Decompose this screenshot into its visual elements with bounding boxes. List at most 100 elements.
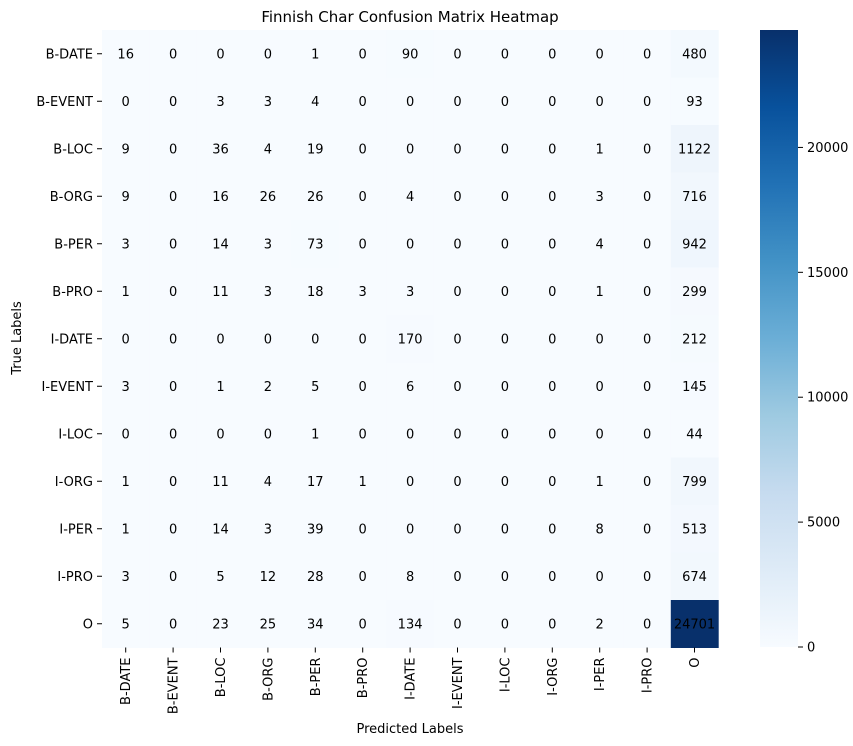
heatmap-cell bbox=[291, 552, 340, 601]
heatmap-cell-label: 134 bbox=[398, 617, 423, 632]
x-axis: B-DATE B-EVENT B-LOC B-ORG B-PER B-PRO I-DATE I… bbox=[119, 647, 703, 714]
heatmap-cell-label: 25 bbox=[260, 617, 277, 632]
heatmap-cell-label: 0 bbox=[501, 617, 509, 632]
heatmap-cell bbox=[149, 220, 198, 268]
heatmap-cell bbox=[244, 600, 293, 648]
heatmap-cell-label: 0 bbox=[453, 285, 461, 300]
heatmap-cell-label: 11 bbox=[212, 285, 229, 300]
heatmap-cell-label: 0 bbox=[501, 285, 509, 300]
heatmap-cell-label: 0 bbox=[596, 332, 604, 347]
heatmap-cell bbox=[481, 267, 530, 316]
heatmap-cell-label: 0 bbox=[596, 47, 604, 62]
y-tick-label: I-ORG bbox=[55, 475, 93, 490]
heatmap-cell bbox=[623, 220, 672, 268]
heatmap-cell bbox=[339, 552, 387, 601]
heatmap-cell bbox=[149, 172, 198, 221]
heatmap-cell-label: 5 bbox=[311, 380, 319, 395]
heatmap-cell-label: 0 bbox=[501, 47, 509, 62]
heatmap-cell-label: 0 bbox=[643, 95, 651, 110]
heatmap-cell-label: 0 bbox=[169, 190, 177, 205]
heatmap-cell bbox=[149, 30, 198, 78]
colorbar-gradient bbox=[760, 30, 798, 647]
heatmap-cell bbox=[291, 267, 340, 316]
heatmap-cell-label: 212 bbox=[682, 332, 707, 347]
heatmap-cell-label: 8 bbox=[406, 570, 414, 585]
heatmap-cell bbox=[576, 315, 624, 363]
heatmap-cell-label: 0 bbox=[453, 47, 461, 62]
heatmap-cell-label: 0 bbox=[501, 380, 509, 395]
heatmap-cell bbox=[149, 410, 198, 458]
heatmap-cell-label: 0 bbox=[264, 47, 272, 62]
heatmap-cell bbox=[433, 30, 482, 78]
heatmap-cell-label: 299 bbox=[682, 285, 707, 300]
heatmap-cell bbox=[528, 552, 577, 601]
heatmap-cell-label: 5 bbox=[216, 570, 224, 585]
heatmap-cell-label: 23 bbox=[212, 617, 229, 632]
heatmap-cell-label: 0 bbox=[453, 237, 461, 252]
x-tick-label: B-ORG bbox=[261, 658, 276, 701]
heatmap-cell-label: 0 bbox=[122, 427, 130, 442]
heatmap-cell-label: 4 bbox=[264, 142, 272, 157]
heatmap-cell bbox=[244, 267, 293, 316]
heatmap-cell bbox=[670, 505, 719, 553]
heatmap-cell bbox=[481, 362, 530, 411]
heatmap-cell bbox=[528, 362, 577, 411]
heatmap-cell-label: 0 bbox=[169, 380, 177, 395]
heatmap-cell-label: 0 bbox=[643, 332, 651, 347]
heatmap-cell-label: 9 bbox=[122, 190, 130, 205]
heatmap-cell bbox=[623, 267, 672, 316]
heatmap-cell bbox=[433, 600, 482, 648]
heatmap-cell-label: 0 bbox=[548, 427, 556, 442]
heatmap-cell bbox=[196, 410, 245, 458]
heatmap-cell-label: 3 bbox=[216, 95, 224, 110]
heatmap-cell bbox=[244, 172, 293, 221]
y-tick-label: I-EVENT bbox=[41, 380, 93, 395]
heatmap-cell bbox=[244, 220, 293, 268]
heatmap-cell bbox=[102, 267, 150, 316]
heatmap-cell bbox=[481, 220, 530, 268]
heatmap-cell bbox=[576, 505, 624, 553]
heatmap-cell-label: 5 bbox=[122, 617, 130, 632]
heatmap-cell-label: 0 bbox=[501, 570, 509, 585]
heatmap-cell-label: 1 bbox=[311, 47, 319, 62]
heatmap-cell-label: 73 bbox=[307, 237, 324, 252]
heatmap-cell-label: 0 bbox=[311, 332, 319, 347]
heatmap-cell-label: 942 bbox=[682, 237, 707, 252]
heatmap-cell-label: 513 bbox=[682, 522, 707, 537]
x-tick-label: I-LOC bbox=[498, 658, 513, 693]
x-tick-label: I-PRO bbox=[641, 658, 656, 694]
heatmap-cell bbox=[102, 410, 150, 458]
heatmap-cell bbox=[433, 457, 482, 506]
heatmap-cell bbox=[339, 30, 387, 78]
heatmap-cell bbox=[433, 220, 482, 268]
heatmap-cell bbox=[102, 457, 150, 506]
heatmap-cell bbox=[481, 457, 530, 506]
heatmap-cell-label: 0 bbox=[596, 380, 604, 395]
y-tick-label: I-PRO bbox=[57, 570, 93, 585]
heatmap-cell-label: 1 bbox=[359, 475, 367, 490]
heatmap-cell bbox=[149, 505, 198, 553]
heatmap-cell-label: 0 bbox=[501, 332, 509, 347]
heatmap-cell bbox=[576, 552, 624, 601]
heatmap-cell bbox=[386, 172, 435, 221]
heatmap-cell-label: 26 bbox=[260, 190, 277, 205]
heatmap-cell bbox=[102, 125, 150, 173]
heatmap-cell bbox=[386, 77, 435, 126]
heatmap-cell bbox=[528, 410, 577, 458]
heatmap-cell bbox=[102, 172, 150, 221]
heatmap-cell-label: 0 bbox=[359, 47, 367, 62]
heatmap-cell bbox=[291, 172, 340, 221]
heatmap-cell-label: 3 bbox=[122, 237, 130, 252]
heatmap-cell-label: 0 bbox=[169, 95, 177, 110]
heatmap-cell-label: 1122 bbox=[678, 142, 711, 157]
heatmap-cell-label: 0 bbox=[548, 570, 556, 585]
heatmap-cell-label: 0 bbox=[359, 237, 367, 252]
x-tick-label: I-DATE bbox=[404, 658, 419, 700]
heatmap-cell bbox=[386, 410, 435, 458]
heatmap-cell-label: 0 bbox=[122, 95, 130, 110]
heatmap-cell bbox=[623, 552, 672, 601]
heatmap-cell bbox=[481, 125, 530, 173]
heatmap-cell-label: 2 bbox=[264, 380, 272, 395]
heatmap-cell-label: 0 bbox=[359, 190, 367, 205]
heatmap-cell-label: 1 bbox=[122, 285, 130, 300]
